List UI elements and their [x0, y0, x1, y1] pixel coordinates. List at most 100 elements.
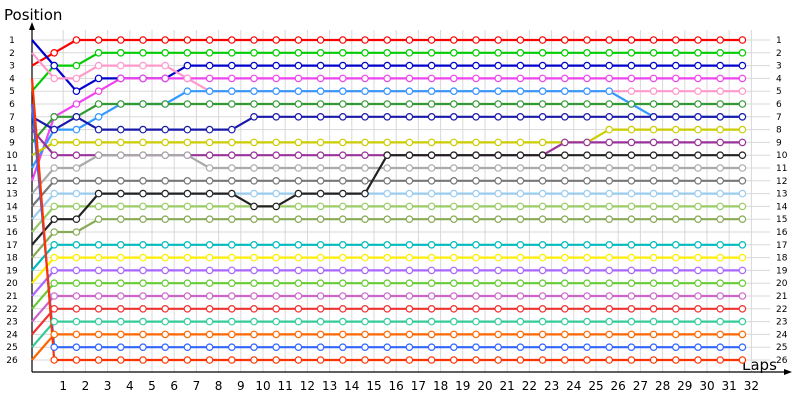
series-point: [405, 48, 414, 57]
series-point: [560, 177, 569, 185]
series-point: [338, 113, 347, 121]
series-point: [605, 74, 614, 83]
series-point: [716, 61, 725, 70]
right-tick-label: 9: [776, 138, 782, 148]
series-point: [671, 202, 680, 211]
series-point: [72, 202, 81, 211]
series-point: [583, 279, 591, 288]
y-tick-label: 11: [6, 164, 17, 174]
series-point: [338, 100, 347, 108]
series-point: [649, 215, 658, 224]
series-point: [494, 330, 503, 339]
series-point: [694, 100, 702, 108]
series-point: [183, 189, 192, 198]
series-point: [361, 202, 369, 211]
series-point: [383, 48, 392, 57]
series-point: [694, 215, 702, 224]
series-point: [272, 292, 281, 300]
series-point: [250, 189, 258, 198]
series-point: [72, 100, 81, 108]
series-point: [516, 61, 525, 70]
series-point: [294, 61, 303, 70]
series-point: [605, 266, 614, 275]
series-point: [494, 292, 503, 300]
series-point: [139, 266, 147, 275]
series-point: [449, 356, 458, 364]
series-point: [472, 241, 480, 249]
series-point: [583, 61, 591, 70]
series-point: [161, 151, 170, 160]
series-point: [694, 317, 702, 326]
series-point: [560, 266, 569, 275]
series-point: [228, 215, 236, 224]
series-point: [139, 61, 147, 70]
series-point: [716, 292, 725, 300]
series-point: [649, 125, 658, 134]
series-point: [338, 87, 347, 96]
series-point: [250, 253, 258, 262]
series-point: [649, 189, 658, 198]
series-point: [449, 61, 458, 70]
series-point: [139, 253, 147, 262]
series-point: [205, 125, 214, 134]
series-point: [583, 253, 591, 262]
series-point: [94, 266, 103, 275]
series-point: [183, 292, 192, 300]
right-tick-labels: 1234567891011121314151617181920212223242…: [776, 36, 788, 366]
series-point: [538, 253, 547, 262]
series-point: [716, 343, 725, 352]
series-point: [627, 74, 636, 83]
right-tick-label: 19: [776, 266, 788, 276]
series-point: [205, 177, 214, 185]
series-point: [361, 74, 369, 83]
series-point: [427, 292, 436, 300]
series-point: [139, 202, 147, 211]
series-point: [205, 87, 214, 96]
series-point: [405, 202, 414, 211]
series-point: [205, 189, 214, 198]
series-point: [94, 202, 103, 211]
series-point: [338, 74, 347, 83]
series-point: [560, 330, 569, 339]
series-point: [272, 279, 281, 288]
series-point: [405, 138, 414, 147]
series-point: [738, 61, 747, 70]
series-point: [516, 266, 525, 275]
series-point: [671, 87, 680, 96]
series-point: [716, 215, 725, 224]
y-tick-label: 8: [9, 126, 15, 136]
series-point: [94, 61, 103, 70]
x-tick-label: 11: [278, 379, 293, 393]
series-point: [50, 292, 59, 300]
series-point: [72, 36, 81, 44]
series-point: [94, 100, 103, 108]
y-tick-label: 1: [9, 36, 15, 46]
series-point: [405, 113, 414, 121]
series-point: [117, 241, 125, 249]
series-point: [716, 74, 725, 83]
series-point: [94, 343, 103, 352]
series-point: [228, 74, 236, 83]
series-point: [671, 330, 680, 339]
series-point: [649, 317, 658, 326]
series-point: [649, 164, 658, 172]
x-tick-label: 17: [411, 379, 426, 393]
series-point: [94, 74, 103, 83]
series-point: [94, 317, 103, 326]
series-point: [538, 138, 547, 147]
series-point: [205, 241, 214, 249]
series-point: [560, 241, 569, 249]
series-point: [250, 138, 258, 147]
series-point: [716, 87, 725, 96]
series-point: [583, 292, 591, 300]
series-point: [538, 87, 547, 96]
x-tick-label: 28: [655, 379, 670, 393]
series-point: [627, 279, 636, 288]
series-point: [649, 356, 658, 364]
series-point: [405, 177, 414, 185]
series-point: [449, 266, 458, 275]
series-point: [139, 100, 147, 108]
series-point: [671, 177, 680, 185]
series-point: [228, 87, 236, 96]
